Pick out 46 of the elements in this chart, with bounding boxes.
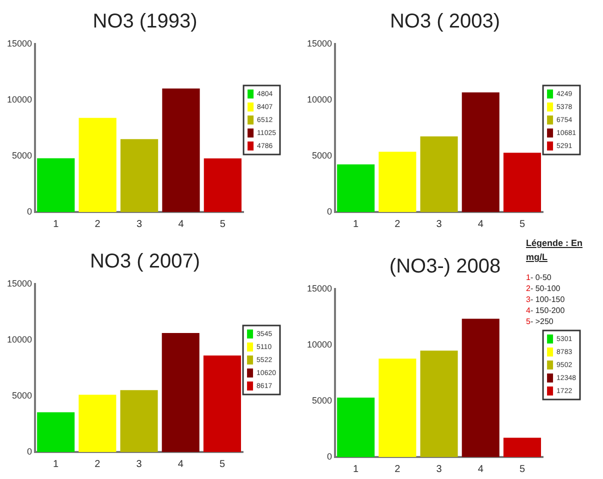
x-tick-label: 3 bbox=[136, 458, 142, 470]
x-tick-label: 3 bbox=[436, 218, 442, 230]
y-tick-label: 5000 bbox=[12, 150, 32, 160]
y-tick-label: 15000 bbox=[6, 278, 32, 288]
x-tick-label: 4 bbox=[478, 218, 484, 230]
x-tick-label: 4 bbox=[178, 218, 184, 230]
y-tick-label: 0 bbox=[327, 451, 332, 462]
x-tick-label: 5 bbox=[519, 464, 526, 475]
annotation: 3- 100-150 bbox=[526, 294, 566, 305]
chart-title: NO3 ( 2007) bbox=[90, 250, 200, 273]
y-tick-label: 10000 bbox=[306, 94, 332, 104]
y-tick-label: 5000 bbox=[12, 390, 32, 400]
text: 1- 0-50 bbox=[526, 272, 552, 283]
y-tick-label: 5000 bbox=[312, 395, 332, 406]
x-tick-label: 1 bbox=[53, 458, 60, 470]
x-tick-label: 4 bbox=[178, 458, 184, 470]
x-tick-label: 2 bbox=[94, 218, 101, 230]
y-tick-label: 15000 bbox=[306, 38, 332, 48]
y-tick-label: 0 bbox=[327, 206, 332, 216]
y-tick-label: 10000 bbox=[6, 334, 32, 344]
x-tick-label: 5 bbox=[220, 218, 226, 230]
y-tick-label: 10000 bbox=[6, 94, 32, 104]
y-tick-label: 15000 bbox=[306, 283, 332, 294]
y-tick-label: 0 bbox=[27, 446, 32, 456]
x-tick-label: 3 bbox=[136, 218, 143, 230]
x-tick-label: 2 bbox=[394, 464, 401, 475]
annotation: 2- 50-100 bbox=[526, 283, 562, 294]
chart-title: NO3 (1993) bbox=[92, 10, 198, 33]
chart-title: (NO3-) 2008 bbox=[389, 256, 501, 278]
x-tick-label: 5 bbox=[519, 218, 526, 230]
x-tick-label: 1 bbox=[353, 218, 360, 230]
y-tick-label: 10000 bbox=[306, 339, 332, 350]
annotation: 4- 150-200 bbox=[526, 305, 566, 316]
x-tick-label: 3 bbox=[436, 464, 442, 475]
y-tick-label: 0 bbox=[27, 206, 32, 216]
x-tick-label: 5 bbox=[219, 458, 226, 470]
x-tick-label: 1 bbox=[53, 218, 60, 230]
y-tick-label: 5000 bbox=[312, 150, 332, 160]
annotation: 5- >250 bbox=[526, 316, 554, 327]
x-tick-label: 4 bbox=[478, 464, 484, 475]
x-tick-label: 2 bbox=[94, 458, 101, 470]
y-tick-label: 15000 bbox=[6, 38, 32, 48]
x-tick-label: 2 bbox=[394, 218, 401, 230]
chart-title: NO3 ( 2003) bbox=[390, 10, 500, 33]
x-tick-label: 1 bbox=[353, 464, 360, 475]
text: Légende : En mg/L bbox=[526, 237, 584, 264]
